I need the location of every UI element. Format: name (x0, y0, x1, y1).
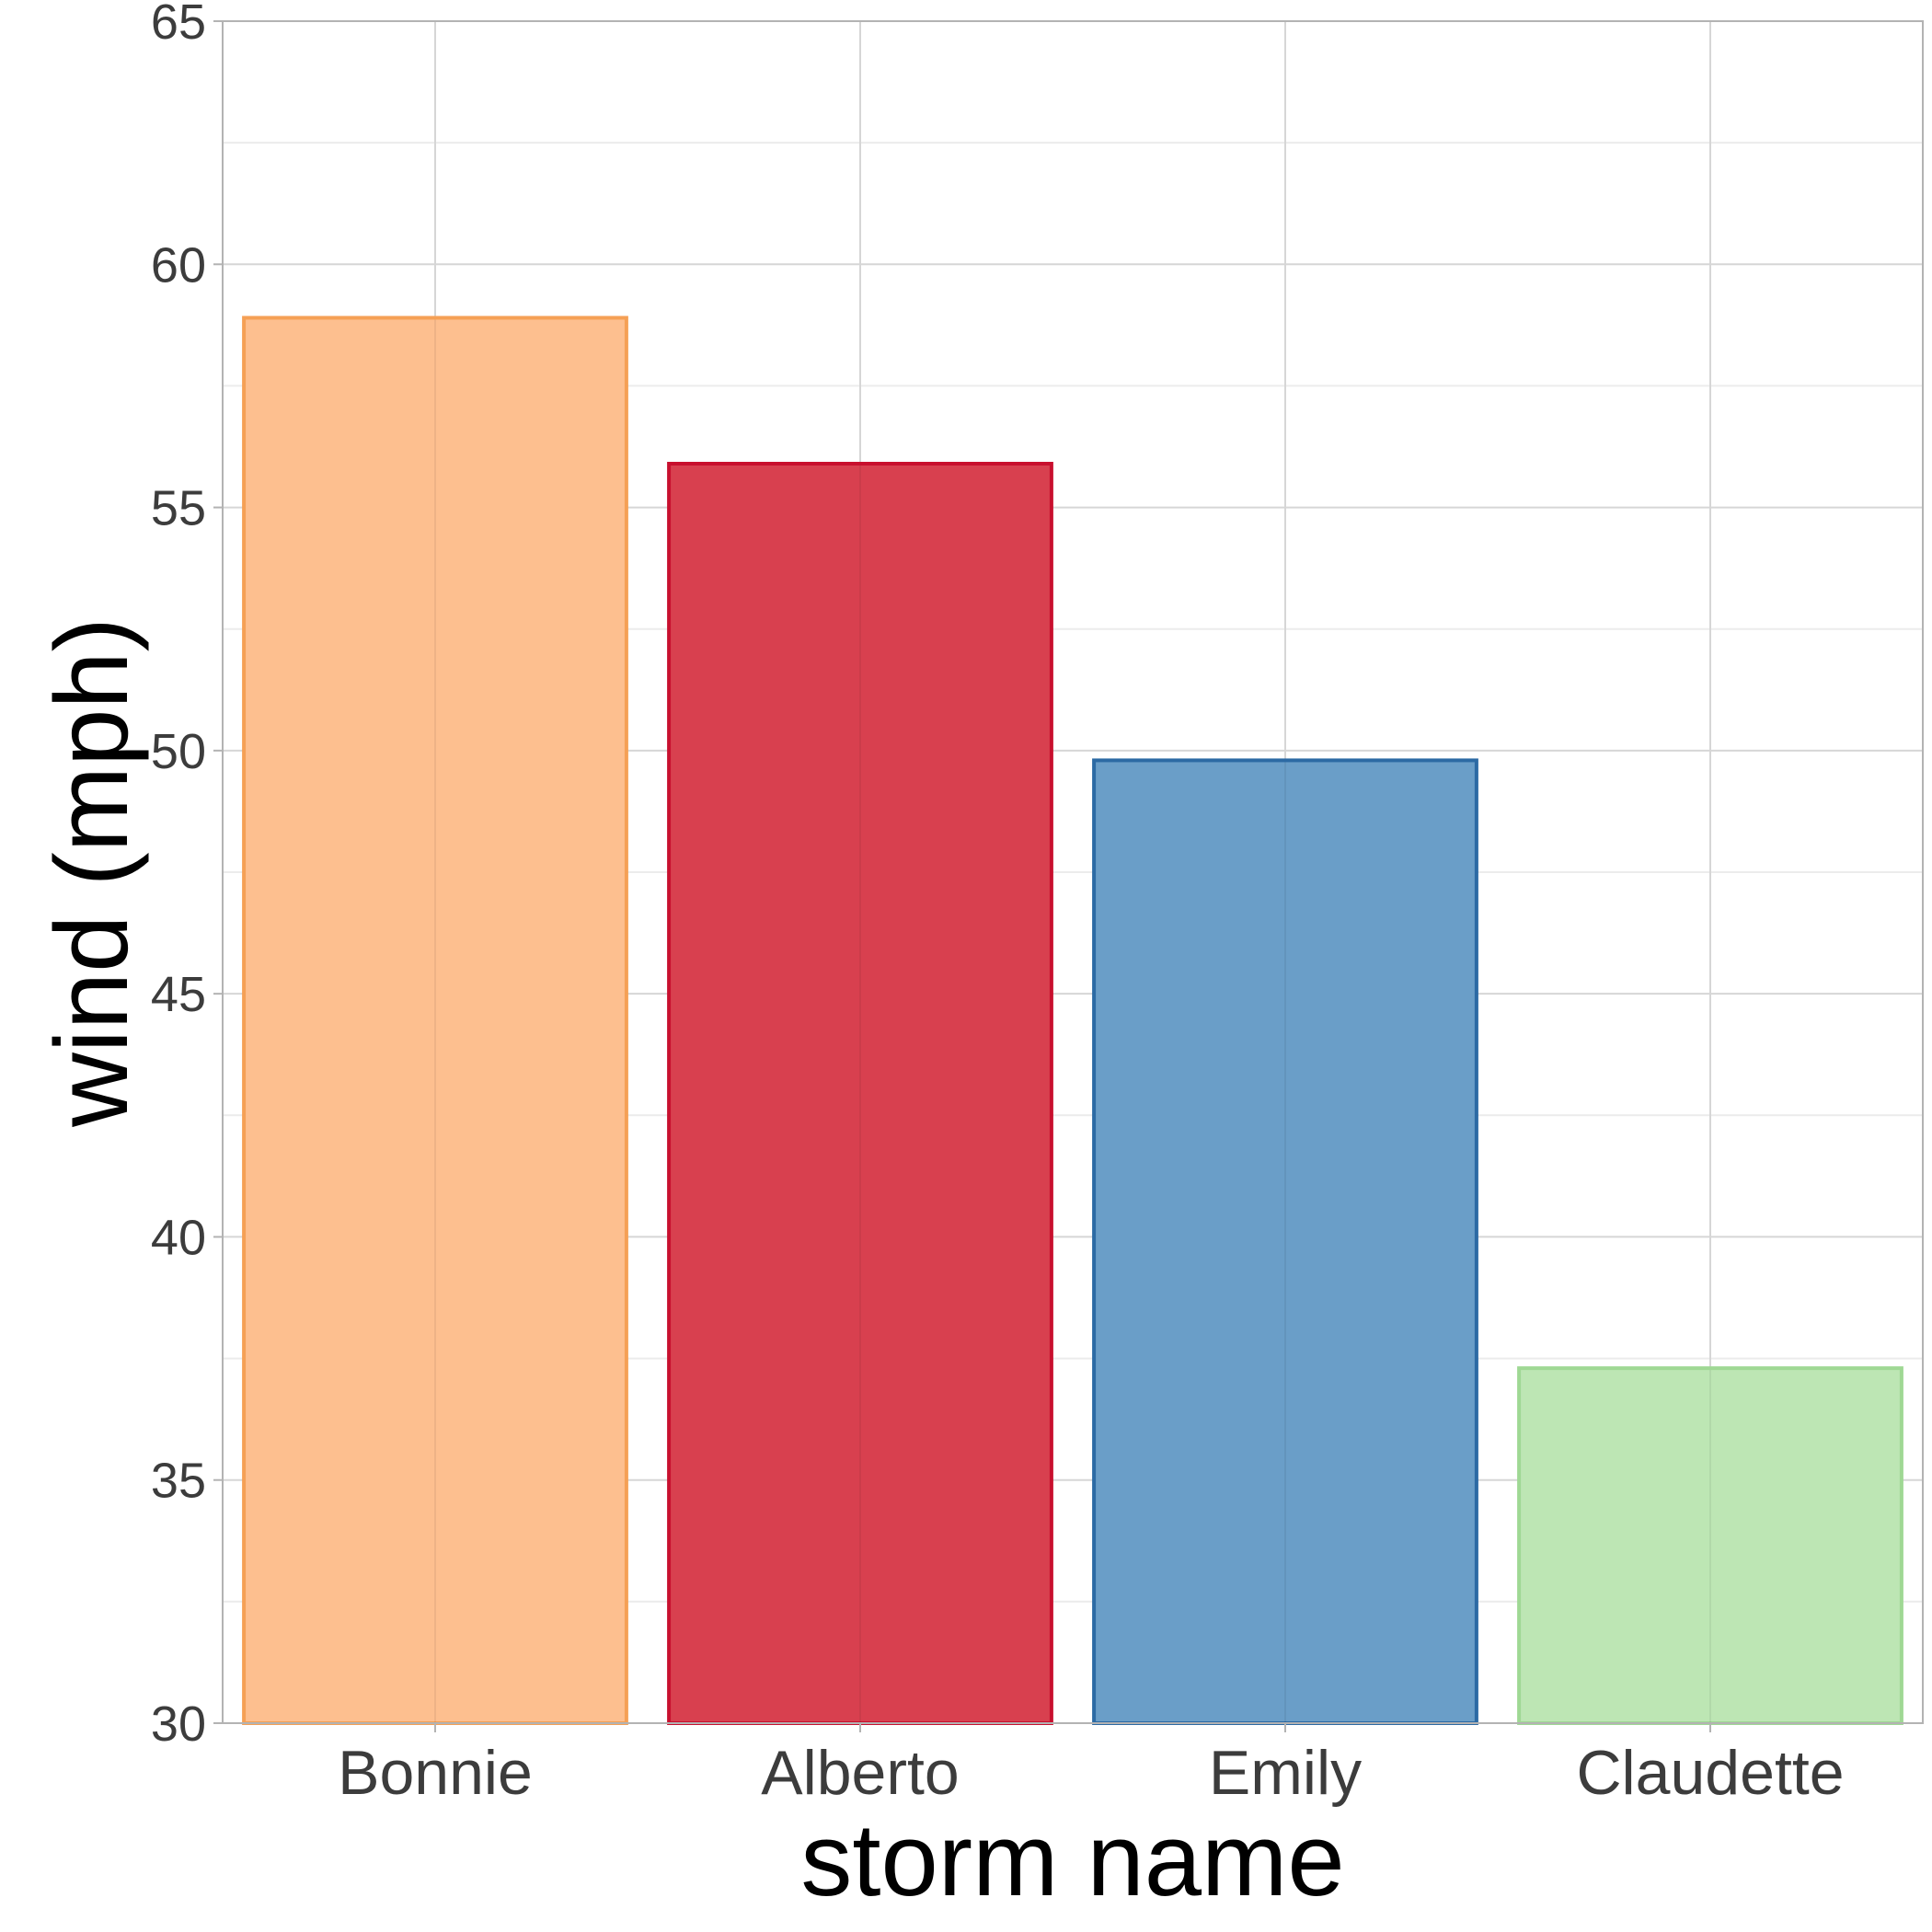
y-axis-title: wind (mph) (34, 617, 149, 1128)
y-tick-label: 30 (151, 1696, 206, 1752)
bar-emily (1092, 758, 1478, 1725)
y-tick-label: 55 (151, 481, 206, 536)
panel-border (222, 20, 1924, 1724)
axes: 30 35 40 45 50 55 60 65 Bonnie Alberto Emily Claude… (151, 0, 1845, 1808)
bars (242, 316, 1903, 1725)
x-tick-label: Bonnie (338, 1738, 533, 1808)
y-tick-label: 45 (151, 967, 206, 1022)
y-tick-label: 65 (151, 0, 206, 50)
vertical-gridlines-overlay (434, 319, 1711, 1723)
y-tick-label: 50 (151, 724, 206, 779)
x-tick-label: Emily (1209, 1738, 1362, 1808)
x-tick-label: Alberto (761, 1738, 959, 1808)
bar-claudette (1517, 1366, 1903, 1725)
x-axis-title: storm name (800, 1802, 1344, 1917)
y-tick-label: 35 (151, 1454, 206, 1509)
y-tick-label: 40 (151, 1210, 206, 1265)
y-tick-label: 60 (151, 237, 206, 293)
x-tick-label: Claudette (1576, 1738, 1844, 1808)
